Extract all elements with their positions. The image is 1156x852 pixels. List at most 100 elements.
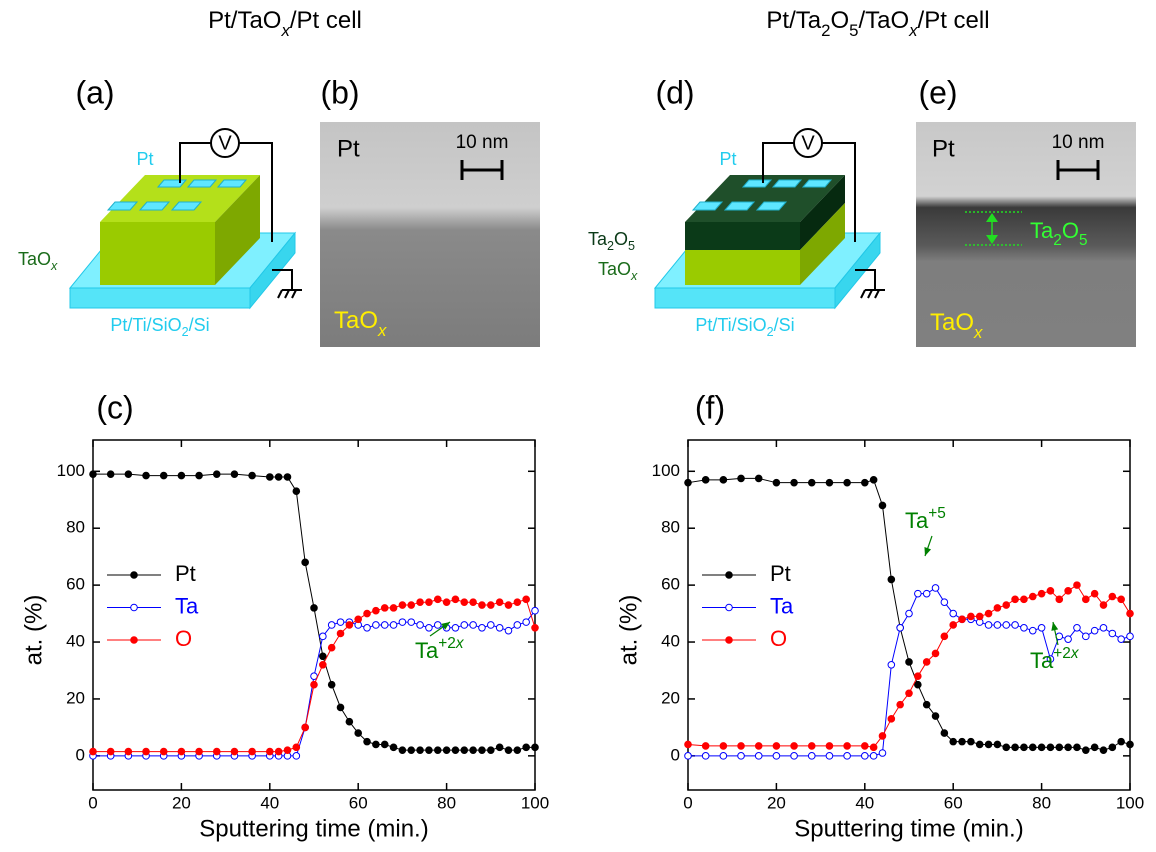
data-point (1127, 610, 1134, 617)
data-point (685, 741, 692, 748)
y-tick-label: 80 (66, 518, 85, 537)
legend-label: Pt (770, 561, 791, 586)
diagram-a (70, 129, 302, 308)
data-point (985, 610, 992, 617)
layer-label-part: 2 (607, 239, 614, 253)
x-tick-label: 40 (855, 793, 874, 812)
layer-label: TaOx (598, 259, 638, 284)
data-point (1047, 744, 1054, 751)
data-point (950, 738, 957, 745)
data-point (915, 681, 922, 688)
data-point (479, 625, 486, 632)
x-axis-label: Sputtering time (min.) (794, 815, 1023, 842)
data-point (337, 630, 344, 637)
data-point (976, 613, 983, 620)
data-point (720, 477, 727, 484)
data-point (950, 622, 957, 629)
panel-label: (a) (75, 74, 114, 110)
x-tick-label: 80 (1032, 793, 1051, 812)
data-point (107, 748, 114, 755)
annotation-part: Ta (415, 638, 439, 663)
data-point (932, 585, 939, 592)
scale-label: 10 nm (1052, 132, 1105, 153)
data-point (1100, 625, 1107, 632)
data-point (293, 753, 300, 760)
image-label-part: TaO (334, 307, 378, 334)
y-axis-label: at. (%) (615, 595, 642, 666)
data-point (1083, 596, 1090, 603)
data-point (968, 613, 975, 620)
data-point (90, 748, 97, 755)
annotation-part: +2 (1053, 645, 1071, 662)
data-point (364, 610, 371, 617)
x-tick-label: 0 (683, 793, 692, 812)
data-point (364, 738, 371, 745)
data-point (994, 741, 1001, 748)
data-point (275, 748, 282, 755)
data-point (178, 472, 185, 479)
data-point (755, 753, 762, 760)
data-point (1038, 590, 1045, 597)
data-point (514, 622, 521, 629)
data-point (738, 753, 745, 760)
data-point (738, 475, 745, 482)
data-point (1056, 744, 1063, 751)
data-point (923, 701, 930, 708)
data-point (702, 477, 709, 484)
data-point (249, 472, 256, 479)
layer-label-part: TaO (18, 249, 51, 269)
data-point (862, 743, 869, 750)
data-point (461, 599, 468, 606)
data-point (320, 661, 327, 668)
data-point (417, 622, 424, 629)
image-label-part: Ta (1030, 218, 1054, 243)
panel-label: (e) (918, 74, 957, 110)
data-point (915, 673, 922, 680)
data-point (879, 750, 886, 757)
data-point (702, 743, 709, 750)
data-point (417, 747, 424, 754)
data-point (320, 653, 327, 660)
data-point (470, 599, 477, 606)
data-point (1065, 588, 1072, 595)
data-point (1091, 590, 1098, 597)
layer-label-part: x (50, 259, 58, 273)
data-point (523, 596, 530, 603)
data-point (443, 599, 450, 606)
legend-marker (131, 637, 138, 644)
data-point (496, 744, 503, 751)
data-point (685, 479, 692, 486)
data-point (196, 748, 203, 755)
data-point (434, 747, 441, 754)
annotation-arrowhead (924, 547, 931, 556)
data-point (532, 744, 539, 751)
layer-label-part: O (614, 229, 628, 249)
data-point (1074, 625, 1081, 632)
data-point (381, 741, 388, 748)
legend-label: O (175, 626, 192, 651)
data-point (994, 622, 1001, 629)
data-point (879, 733, 886, 740)
layer-label: TaOx (18, 249, 58, 274)
panel-label: (b) (320, 74, 359, 110)
data-point (505, 627, 512, 634)
data-point (381, 605, 388, 612)
data-point (390, 605, 397, 612)
image-label-part: x (973, 323, 983, 342)
data-point (461, 622, 468, 629)
layer-label-part: TaO (598, 259, 631, 279)
layer-label-part: 5 (628, 239, 635, 253)
data-point (985, 741, 992, 748)
data-point (302, 724, 309, 731)
annotation-part: Ta (1030, 648, 1054, 673)
y-tick-label: 60 (66, 575, 85, 594)
data-point (791, 753, 798, 760)
data-point (399, 747, 406, 754)
data-point (1012, 596, 1019, 603)
data-point (685, 753, 692, 760)
data-point (1029, 744, 1036, 751)
data-point (514, 747, 521, 754)
data-point (125, 748, 132, 755)
electrode-label: Pt (719, 149, 736, 169)
data-point (941, 633, 948, 640)
